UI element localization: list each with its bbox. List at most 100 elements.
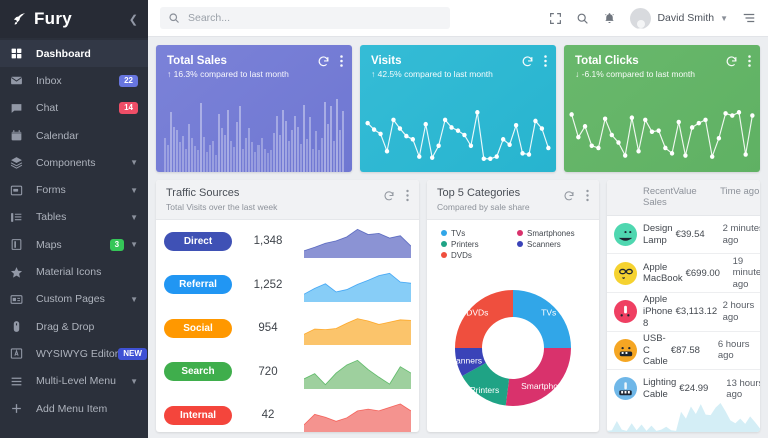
sidebar-badge: 22: [119, 74, 138, 87]
bell-icon[interactable]: [603, 12, 616, 25]
sidebar-item-chat[interactable]: Chat 14: [0, 95, 148, 122]
traffic-sources-panel: Traffic Sources Total Visits over the la…: [156, 180, 419, 432]
sale-value: €699.00: [685, 267, 720, 279]
traffic-value: 954: [258, 322, 278, 335]
traffic-source-pill[interactable]: Direct: [164, 231, 232, 251]
traffic-source-pill[interactable]: Referral: [164, 275, 232, 295]
form-window-icon: [10, 183, 27, 197]
sidebar-item-custom-pages[interactable]: Custom Pages ▼: [0, 286, 148, 313]
panel-header: Top 5 Categories Compared by sale share: [427, 180, 599, 220]
chevron-left-icon[interactable]: ❮: [128, 13, 138, 26]
recent-sales-panel: Recent Sales Value Time ago Design Lamp €…: [607, 180, 760, 432]
more-vertical-icon[interactable]: [586, 189, 589, 207]
table-row: USB-C Cable €87.58 6 hours ago: [607, 332, 760, 371]
sidebar-item-add-menu-item[interactable]: Add Menu Item: [0, 395, 148, 422]
sidebar-item-label: Dashboard: [36, 47, 91, 60]
traffic-row: Internal 42: [156, 393, 419, 432]
avatar-face-icon: [613, 377, 637, 401]
table-row: Apple MacBook€699.00 19 minutes ago: [607, 254, 760, 293]
top-categories-panel: Top 5 Categories Compared by sale share: [427, 180, 599, 432]
traffic-sparkline: [303, 224, 412, 259]
sidebar-item-multi-level-menu[interactable]: Multi-Level Menu ▼: [0, 368, 148, 395]
sidebar-item-wysiwyg-editor[interactable]: WYSIWYG Editor NEW: [0, 340, 148, 367]
svg-text:TVs: TVs: [541, 307, 556, 317]
traffic-source-pill[interactable]: Social: [164, 318, 232, 338]
avatar-face-icon: [613, 338, 637, 362]
sidebar-item-inbox[interactable]: Inbox 22: [0, 67, 148, 94]
brand-name: Fury: [34, 9, 73, 28]
legend-dot: [441, 230, 447, 237]
traffic-source-pill[interactable]: Internal: [164, 405, 232, 425]
legend-item[interactable]: Smartphones: [517, 229, 587, 238]
sidebar-item-drag-drop[interactable]: Drag & Drop: [0, 313, 148, 340]
svg-text:Printers: Printers: [470, 385, 499, 395]
more-vertical-icon[interactable]: [340, 54, 343, 68]
traffic-value: 1,348: [253, 235, 283, 248]
hamburger-menu-icon[interactable]: [742, 11, 756, 25]
legend-item[interactable]: Scanners: [517, 240, 587, 249]
star-icon: [10, 265, 27, 279]
sidebar-item-label: Chat: [36, 102, 59, 115]
sidebar-item-label: Tables: [36, 211, 67, 224]
sidebar-item-calendar[interactable]: Calendar: [0, 122, 148, 149]
sidebar-item-tables[interactable]: Tables ▼: [0, 204, 148, 231]
envelope-icon: [10, 74, 27, 88]
rocket-icon: [10, 10, 28, 28]
refresh-icon[interactable]: [383, 189, 395, 207]
legend-label: Scanners: [527, 239, 561, 249]
sale-name: USB-C Cable: [643, 333, 668, 368]
sidebar-item-components[interactable]: Components ▼: [0, 149, 148, 176]
svg-text:Scanners: Scanners: [446, 355, 482, 365]
legend-item[interactable]: DVDs: [441, 251, 511, 260]
legend-dot: [517, 230, 523, 237]
panel-title: Traffic Sources: [166, 187, 240, 199]
user-menu[interactable]: David Smith ▼: [630, 7, 728, 29]
more-vertical-icon[interactable]: [406, 189, 409, 207]
dashboard-grid-icon: [10, 47, 27, 61]
sales-footer-sparkline: [607, 401, 760, 432]
sidebar-item-maps[interactable]: Maps 3 ▼: [0, 231, 148, 258]
fullscreen-icon[interactable]: [549, 12, 562, 25]
traffic-sparkline: [303, 398, 412, 432]
search-box[interactable]: [160, 7, 450, 29]
pie-legend: TVs Smartphones Printers Scanners DVDs: [427, 220, 599, 264]
traffic-value: 720: [258, 365, 278, 378]
sale-time: 2 hours ago: [722, 300, 755, 323]
panel-title: Top 5 Categories: [437, 187, 521, 199]
refresh-icon[interactable]: [725, 55, 738, 68]
refresh-icon[interactable]: [521, 55, 534, 68]
sale-avatar: [607, 261, 643, 285]
search-icon: [168, 12, 180, 24]
legend-item[interactable]: TVs: [441, 229, 511, 238]
more-vertical-icon[interactable]: [748, 54, 751, 68]
traffic-rows: Direct 1,348 Referral 1,252 Social 954 Search 7…: [156, 220, 419, 432]
refresh-icon[interactable]: [317, 55, 330, 68]
search-input[interactable]: [188, 12, 442, 24]
layers-icon: [10, 156, 27, 170]
sidebar-item-material-icons[interactable]: Material Icons: [0, 258, 148, 285]
sidebar-item-label: Add Menu Item: [36, 402, 108, 415]
avatar-face-icon: [613, 261, 637, 285]
traffic-source-pill[interactable]: Search: [164, 362, 232, 382]
sale-name: Lighting Cable: [643, 377, 677, 400]
plus-icon: [10, 402, 27, 416]
calendar-icon: [10, 129, 27, 143]
refresh-icon[interactable]: [563, 189, 575, 207]
legend-dot: [441, 241, 447, 248]
avatar-face-icon: [613, 300, 637, 324]
chevron-down-icon: ▼: [130, 185, 138, 195]
search-icon[interactable]: [576, 12, 589, 25]
more-vertical-icon[interactable]: [544, 54, 547, 68]
sidebar-item-label: Drag & Drop: [36, 320, 95, 333]
topbar: David Smith ▼: [148, 0, 768, 37]
traffic-value: 42: [261, 409, 275, 421]
table-row: Design Lamp €39.54 2 minutes ago: [607, 216, 760, 255]
sidebar-item-dashboard[interactable]: Dashboard: [0, 40, 148, 68]
traffic-value: 1,252: [253, 278, 283, 291]
legend-item[interactable]: Printers: [441, 240, 511, 249]
sidebar-item-label: Inbox: [36, 74, 62, 87]
sidebar-item-forms[interactable]: Forms ▼: [0, 176, 148, 203]
panel-subtitle: Total Visits over the last week: [166, 201, 278, 212]
chevron-down-icon: ▼: [720, 13, 728, 23]
chevron-down-icon: ▼: [130, 376, 138, 386]
